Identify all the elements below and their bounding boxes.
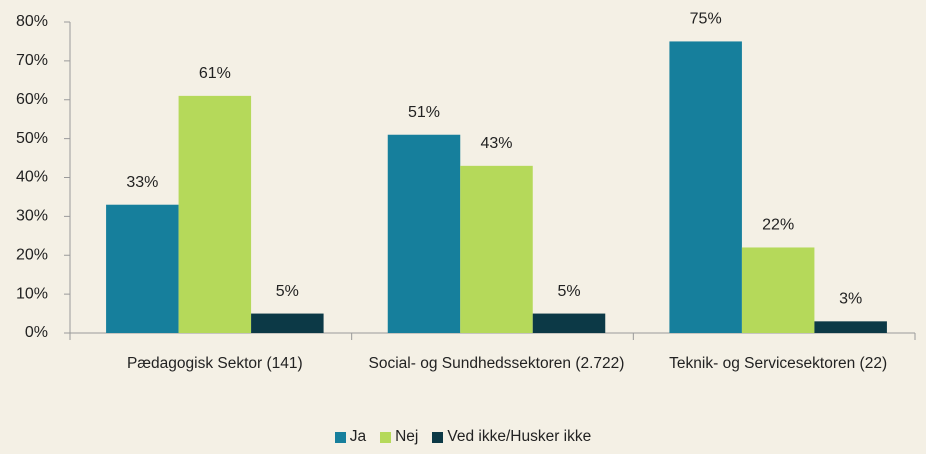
data-label: 61% [199, 65, 231, 82]
data-label: 43% [480, 135, 512, 152]
y-tick-label: 50% [16, 130, 48, 147]
data-label: 5% [276, 283, 299, 300]
legend-item: Ja [334, 428, 367, 446]
legend: Ja Nej Ved ikke/Husker ikke [0, 428, 926, 446]
legend-item: Ved ikke/Husker ikke [432, 428, 591, 446]
y-tick-label: 70% [16, 52, 48, 69]
y-tick-label: 0% [25, 324, 48, 341]
legend-swatch [380, 431, 392, 443]
legend-swatch [334, 431, 346, 443]
bar [814, 321, 887, 333]
legend-label: Nej [395, 428, 419, 445]
data-label: 75% [690, 11, 722, 28]
bar [387, 134, 461, 333]
y-tick-label: 20% [16, 246, 48, 263]
legend-item: Nej [380, 428, 418, 446]
legend-swatch [432, 431, 444, 443]
data-label: 3% [839, 291, 862, 308]
y-tick-label: 80% [16, 13, 48, 30]
y-tick-label: 30% [16, 208, 48, 225]
y-tick-label: 40% [16, 169, 48, 186]
x-tick-label: Teknik- og Servicesektoren (22) [669, 355, 888, 372]
x-tick-label: Social- og Sundhedssektoren (2.722) [368, 355, 625, 372]
bar [106, 204, 179, 333]
bar [532, 313, 606, 333]
data-label: 33% [126, 174, 158, 191]
x-tick-label: Pædagogisk Sektor (141) [126, 355, 303, 372]
bar [741, 247, 815, 333]
legend-label: Ved ikke/Husker ikke [447, 428, 592, 445]
bar [178, 95, 252, 333]
data-label: 5% [557, 283, 580, 300]
y-tick-label: 10% [16, 285, 48, 302]
data-label: 22% [762, 217, 794, 234]
legend-label: Ja [349, 428, 367, 445]
bar [460, 165, 533, 333]
bar [669, 41, 742, 333]
y-tick-label: 60% [16, 91, 48, 108]
data-label: 51% [408, 104, 440, 121]
bar [251, 313, 324, 333]
